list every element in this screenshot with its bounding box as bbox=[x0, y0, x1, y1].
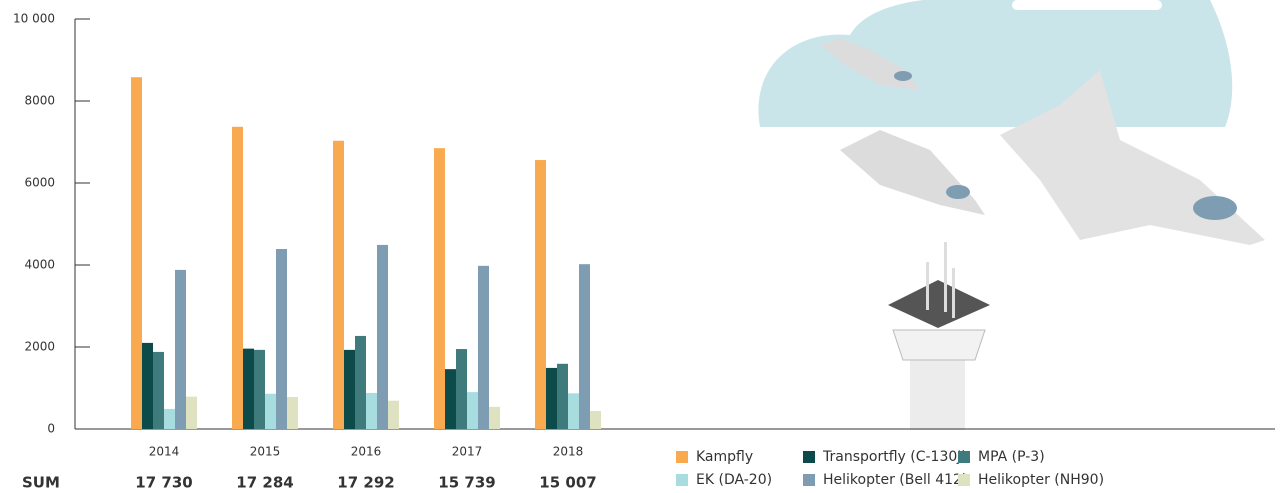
bar bbox=[557, 363, 568, 429]
bar bbox=[546, 367, 557, 429]
bar bbox=[243, 348, 254, 429]
x-tick-label: 2018 bbox=[553, 445, 584, 459]
y-tick-label: 6000 bbox=[24, 176, 55, 190]
bar bbox=[265, 393, 276, 429]
bar bbox=[254, 349, 265, 429]
y-tick-label: 10 000 bbox=[13, 12, 55, 26]
bar bbox=[153, 351, 164, 429]
bar bbox=[377, 244, 388, 429]
bar bbox=[131, 77, 142, 429]
y-tick-label: 4000 bbox=[24, 258, 55, 272]
legend-swatch bbox=[958, 451, 970, 463]
bar bbox=[434, 148, 445, 429]
y-tick-label: 0 bbox=[47, 422, 55, 436]
y-tick-label: 2000 bbox=[24, 340, 55, 354]
bar bbox=[164, 408, 175, 429]
x-tick-label: 2016 bbox=[351, 445, 382, 459]
bar bbox=[568, 393, 579, 429]
bar bbox=[445, 369, 456, 429]
bar bbox=[456, 349, 467, 429]
legend-swatch bbox=[958, 474, 970, 486]
bar bbox=[478, 265, 489, 429]
sum-value: 15 007 bbox=[539, 474, 596, 492]
bar bbox=[344, 349, 355, 429]
legend-label: Kampfly bbox=[696, 449, 753, 465]
bar bbox=[366, 392, 377, 429]
bar bbox=[142, 342, 153, 429]
y-tick-label: 8000 bbox=[24, 94, 55, 108]
legend-swatch bbox=[676, 451, 688, 463]
x-tick-label: 2014 bbox=[149, 445, 180, 459]
bar bbox=[467, 392, 478, 429]
bar bbox=[175, 269, 186, 429]
legend-label: MPA (P-3) bbox=[978, 449, 1045, 465]
sum-value: 15 739 bbox=[438, 474, 495, 492]
illustration bbox=[758, 0, 1265, 430]
legend-swatch bbox=[803, 474, 815, 486]
bar bbox=[333, 140, 344, 429]
bar bbox=[287, 397, 298, 429]
bar bbox=[186, 396, 197, 429]
bar bbox=[535, 160, 546, 430]
bar bbox=[355, 335, 366, 429]
bar bbox=[232, 126, 243, 429]
legend-swatch bbox=[676, 474, 688, 486]
x-tick-label: 2015 bbox=[250, 445, 281, 459]
bar bbox=[276, 249, 287, 429]
bar bbox=[579, 264, 590, 429]
legend-swatch bbox=[803, 451, 815, 463]
sum-value: 17 292 bbox=[337, 474, 394, 492]
bar bbox=[590, 410, 601, 429]
bar bbox=[489, 406, 500, 429]
legend-label: Helikopter (Bell 412) bbox=[823, 472, 967, 488]
bar bbox=[388, 400, 399, 429]
sum-label: SUM bbox=[22, 474, 60, 492]
sum-value: 17 730 bbox=[135, 474, 192, 492]
sum-value: 17 284 bbox=[236, 474, 293, 492]
x-tick-label: 2017 bbox=[452, 445, 483, 459]
legend-label: Helikopter (NH90) bbox=[978, 472, 1104, 488]
legend-label: EK (DA-20) bbox=[696, 472, 772, 488]
legend-label: Transportfly (C-130J) bbox=[822, 449, 967, 465]
